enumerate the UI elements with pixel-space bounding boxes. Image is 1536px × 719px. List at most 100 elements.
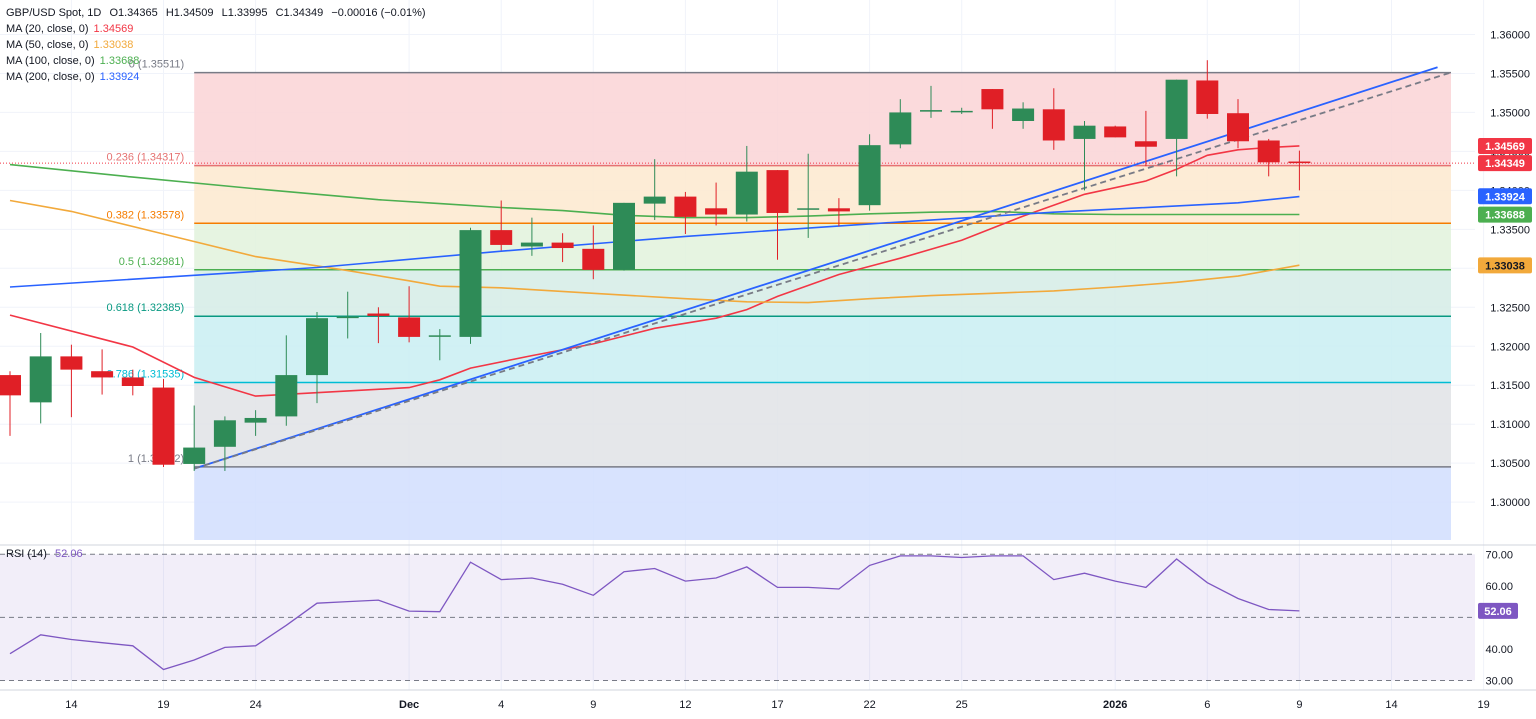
- candle-body: [674, 196, 697, 217]
- candle-body: [1042, 109, 1065, 141]
- price-axis: 1.30000 1.30500 1.31000 1.31500 1.32000 1.325…: [1478, 29, 1532, 509]
- price-tick-label: 1.31500: [1490, 380, 1530, 392]
- candle-body: [1196, 80, 1219, 114]
- close-value: C1.34349: [275, 7, 324, 19]
- candle: [858, 134, 881, 211]
- price-tag: 1.34349: [1478, 155, 1532, 172]
- rsi-line: [9, 555, 1300, 671]
- rsi-label: RSI (14): [6, 548, 47, 560]
- candle: [398, 286, 421, 343]
- rsi-tag-bg: [1478, 602, 1518, 619]
- symbol-ohlc-row: GBP/USD Spot, 1D O1.34365 H1.34509 L1.33…: [6, 5, 426, 21]
- price-tick-label: 1.32500: [1490, 302, 1530, 314]
- candle-body: [1104, 126, 1127, 138]
- candle-body: [60, 356, 83, 370]
- moving-average-line: [9, 145, 1300, 397]
- candles: [0, 60, 1311, 471]
- indicator-value: 1.33038: [93, 39, 134, 51]
- candle-body: [613, 202, 635, 270]
- time-tick-label: 6: [1204, 699, 1210, 711]
- candle: [920, 85, 942, 118]
- candle: [1288, 150, 1311, 191]
- time-tick-label: 4: [498, 699, 504, 711]
- candle-body: [766, 170, 789, 213]
- price-tag: 1.34569: [1478, 138, 1532, 155]
- candle: [60, 344, 83, 418]
- candle-body: [459, 230, 482, 337]
- candle: [1073, 121, 1096, 191]
- candle: [674, 191, 697, 235]
- candle: [950, 107, 973, 114]
- candle-body: [152, 387, 175, 465]
- price-tick-label: 1.35000: [1490, 107, 1530, 119]
- fib-zone: [194, 165, 1452, 224]
- candle: [91, 349, 114, 395]
- open-value: O1.34365: [109, 7, 158, 19]
- price-tag: 1.33688: [1478, 206, 1532, 223]
- time-tick-label: 2026: [1103, 699, 1127, 711]
- indicator-ma200[interactable]: MA (200, close, 0) 1.33924: [6, 69, 426, 85]
- candle: [306, 311, 328, 404]
- candle: [981, 89, 1004, 129]
- candle: [0, 371, 21, 436]
- time-tick-label: 14: [65, 699, 77, 711]
- price-tag-label: 1.34569: [1485, 141, 1525, 153]
- rsi-legend[interactable]: RSI (14) 52.06: [6, 548, 83, 560]
- candle: [1134, 110, 1157, 167]
- fib-zone: [194, 466, 1452, 540]
- candle: [336, 291, 359, 339]
- candle: [551, 233, 574, 263]
- time-tick-label: 19: [157, 699, 169, 711]
- high-value: H1.34509: [165, 7, 214, 19]
- rsi-value: 52.06: [55, 548, 83, 560]
- candle: [797, 153, 820, 238]
- candle-body: [551, 242, 574, 249]
- candle-body: [29, 356, 52, 403]
- indicator-ma20[interactable]: MA (20, close, 0) 1.34569: [6, 21, 426, 37]
- chart-legend: GBP/USD Spot, 1D O1.34365 H1.34509 L1.33…: [6, 5, 426, 85]
- indicator-label: MA (20, close, 0): [6, 23, 89, 35]
- candle: [213, 416, 236, 471]
- price-tag: 1.33038: [1478, 257, 1532, 274]
- candle: [183, 405, 206, 471]
- candle: [490, 200, 513, 251]
- candle-body: [0, 375, 21, 396]
- price-tag-bg: [1478, 155, 1532, 172]
- fib-level-label: 0.786 (1.31535): [107, 368, 185, 380]
- candle-body: [275, 375, 298, 417]
- indicator-ma100[interactable]: MA (100, close, 0) 1.33688: [6, 53, 426, 69]
- indicator-ma50[interactable]: MA (50, close, 0) 1.33038: [6, 37, 426, 53]
- candle: [29, 333, 52, 424]
- candle-body: [797, 208, 820, 210]
- candle-body: [336, 316, 359, 319]
- candle-body: [490, 230, 513, 245]
- candle: [827, 198, 850, 227]
- indicator-label: MA (50, close, 0): [6, 39, 89, 51]
- candle-body: [520, 242, 543, 247]
- candle: [1196, 60, 1219, 119]
- time-tick-label: 25: [956, 699, 968, 711]
- indicator-label: MA (200, close, 0): [6, 71, 95, 83]
- indicator-value: 1.33688: [99, 55, 140, 67]
- candle: [1012, 102, 1035, 129]
- fib-zone: [194, 269, 1452, 317]
- candle-body: [920, 110, 942, 112]
- candle: [705, 182, 728, 226]
- fibonacci-retracement: 0 (1.35511) 0.236 (1.34317) 0.382 (1.33578…: [107, 59, 1452, 540]
- time-tick-label: 14: [1385, 699, 1397, 711]
- indicator-label: MA (100, close, 0): [6, 55, 95, 67]
- symbol-label[interactable]: GBP/USD Spot, 1D: [6, 7, 102, 19]
- price-tick-label: 1.36000: [1490, 29, 1530, 41]
- rsi-value-tag: 52.06: [1478, 602, 1518, 619]
- candle: [121, 369, 144, 396]
- candle-body: [858, 145, 881, 206]
- price-tag-bg: [1478, 138, 1532, 155]
- fib-level-label: 0.382 (1.33578): [107, 209, 185, 221]
- fib-level-label: 0 (1.35511): [129, 59, 184, 71]
- candle-body: [398, 317, 421, 337]
- candle-body: [1227, 113, 1249, 142]
- time-axis: 14 19 24 Dec 4 9 12 17 22 25 2026 6 9 14 19: [0, 689, 1536, 711]
- candle-body: [1257, 140, 1280, 163]
- candle-body: [1165, 79, 1188, 139]
